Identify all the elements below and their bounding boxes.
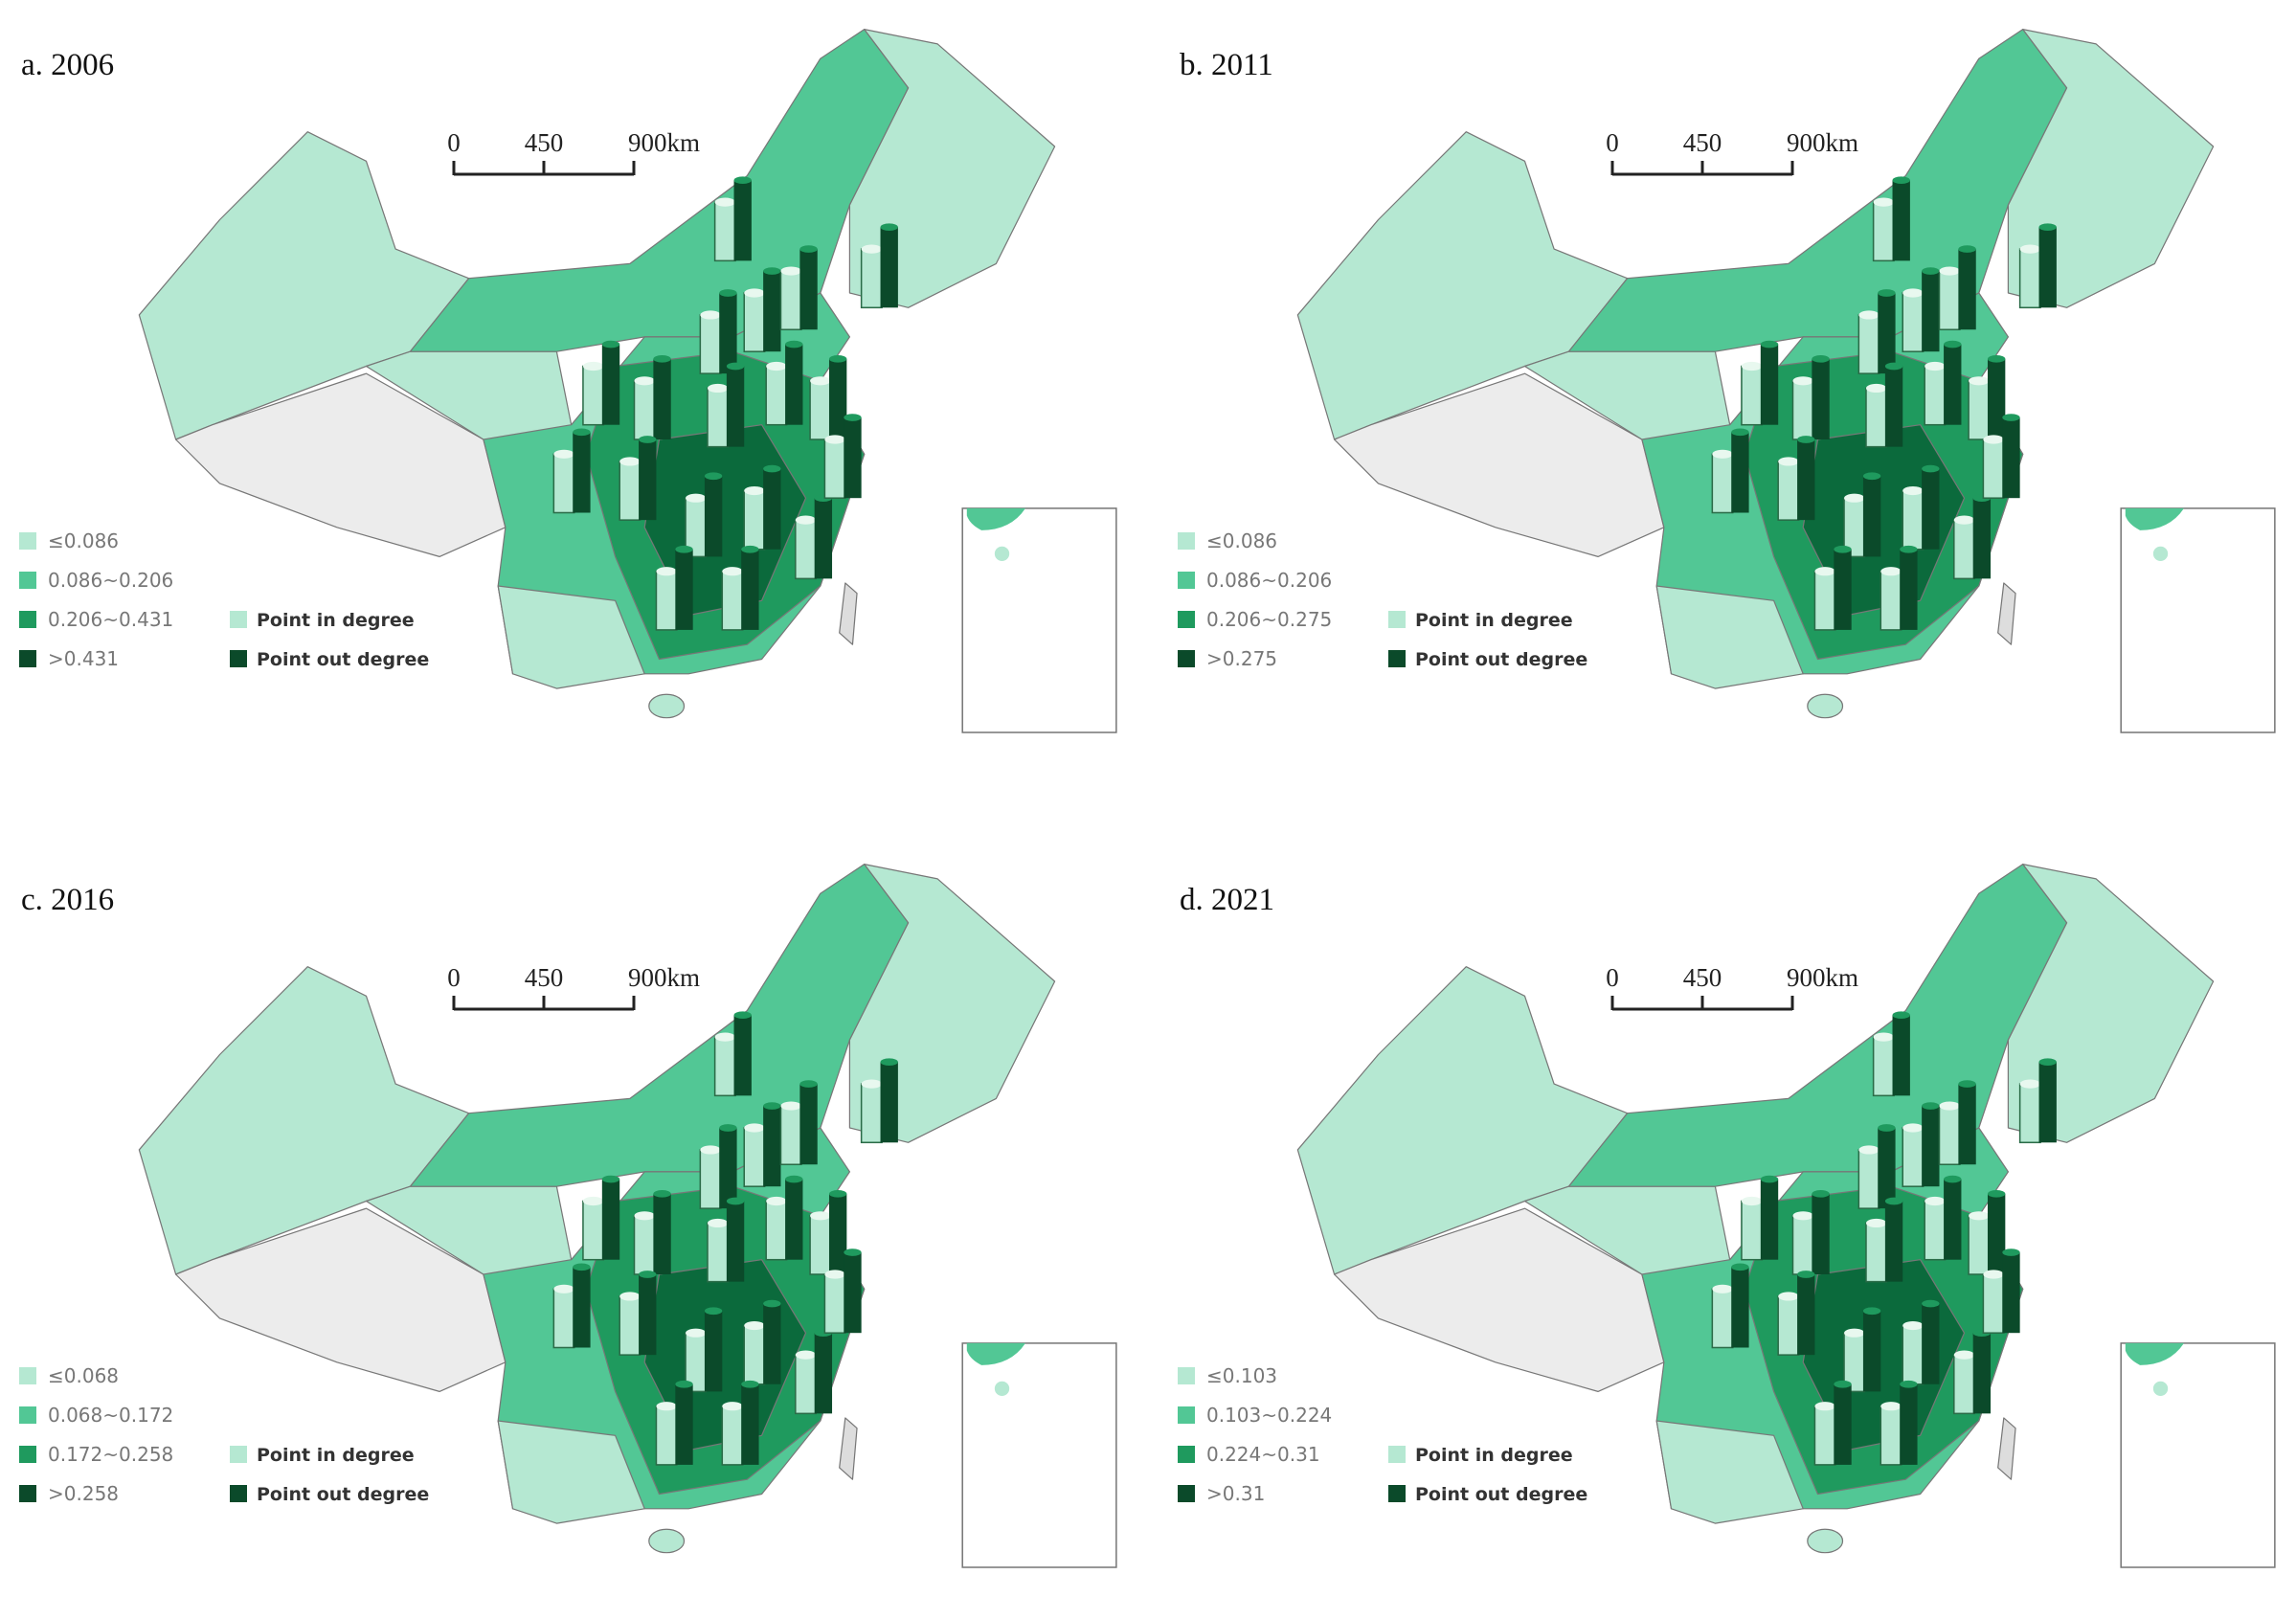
panel-title: d. 2021 [1180, 883, 1274, 917]
legend-label: >0.258 [48, 1482, 119, 1505]
scale-label: 900km [1787, 963, 1858, 992]
point-label: Point in degree [257, 1445, 415, 1466]
scale-label: 900km [628, 963, 700, 992]
point-swatch [230, 650, 247, 667]
legend-label: 0.206~0.431 [48, 608, 173, 631]
point-swatch [1388, 611, 1406, 628]
legend-label: ≤0.068 [48, 1364, 119, 1387]
legend-label: 0.068~0.172 [48, 1404, 173, 1427]
point-label: Point in degree [257, 610, 415, 631]
legend-label: 0.206~0.275 [1206, 608, 1332, 631]
legend-swatch [19, 611, 36, 628]
scale-label: 450 [1683, 128, 1722, 157]
scale-label: 0 [1606, 128, 1619, 157]
legend-label: ≤0.086 [48, 529, 119, 552]
point-label: Point out degree [257, 1484, 429, 1505]
point-swatch [230, 1446, 247, 1463]
legend-swatch [19, 1367, 36, 1384]
legend-swatch [1178, 650, 1195, 667]
legend-swatch [19, 1406, 36, 1424]
point-label: Point out degree [1415, 649, 1587, 670]
legend-swatch [19, 532, 36, 550]
legend-label: 0.086~0.206 [1206, 569, 1332, 592]
scale-label: 450 [525, 963, 564, 992]
point-label: Point in degree [1415, 610, 1573, 631]
legend-swatch [19, 650, 36, 667]
point-swatch [230, 1485, 247, 1502]
point-swatch [1388, 1446, 1406, 1463]
scale-label: 900km [628, 128, 700, 157]
legend-label: >0.431 [48, 647, 119, 670]
legend-label: >0.31 [1206, 1482, 1265, 1505]
map-panel: d. 2021 0 450 900km ≤0.103 0.103~0.224 0.224~0… [1178, 865, 2275, 1567]
map-panel: a. 2006 0 450 900km ≤0.086 0.086~0.206 0.206~0… [19, 30, 1116, 732]
legend-swatch [1178, 611, 1195, 628]
scale-label: 900km [1787, 128, 1858, 157]
legend-swatch [1178, 1446, 1195, 1463]
legend-label: 0.172~0.258 [48, 1443, 173, 1466]
point-label: Point out degree [257, 649, 429, 670]
legend-label: ≤0.086 [1206, 529, 1277, 552]
point-label: Point in degree [1415, 1445, 1573, 1466]
point-swatch [1388, 650, 1406, 667]
panel-title: b. 2011 [1180, 48, 1273, 82]
legend-swatch [1178, 1406, 1195, 1424]
scale-label: 450 [1683, 963, 1722, 992]
scale-label: 450 [525, 128, 564, 157]
point-swatch [1388, 1485, 1406, 1502]
legend-swatch [1178, 1485, 1195, 1502]
legend-swatch [19, 1446, 36, 1463]
legend-swatch [1178, 1367, 1195, 1384]
legend-swatch [19, 572, 36, 589]
panel-title: c. 2016 [21, 883, 114, 917]
legend-swatch [19, 1485, 36, 1502]
map-panel: b. 2011 0 450 900km ≤0.086 0.086~0.206 0.206~0… [1178, 30, 2275, 732]
panel-title: a. 2006 [21, 48, 114, 82]
legend-swatch [1178, 532, 1195, 550]
scale-label: 0 [447, 963, 461, 992]
map-panel: c. 2016 0 450 900km ≤0.068 0.068~0.172 0.172~0… [19, 865, 1116, 1567]
legend-label: >0.275 [1206, 647, 1277, 670]
legend-swatch [1178, 572, 1195, 589]
scale-label: 0 [1606, 963, 1619, 992]
legend-label: ≤0.103 [1206, 1364, 1277, 1387]
legend-label: 0.103~0.224 [1206, 1404, 1332, 1427]
scale-label: 0 [447, 128, 461, 157]
point-label: Point out degree [1415, 1484, 1587, 1505]
legend-label: 0.086~0.206 [48, 569, 173, 592]
point-swatch [230, 611, 247, 628]
legend-label: 0.224~0.31 [1206, 1443, 1320, 1466]
